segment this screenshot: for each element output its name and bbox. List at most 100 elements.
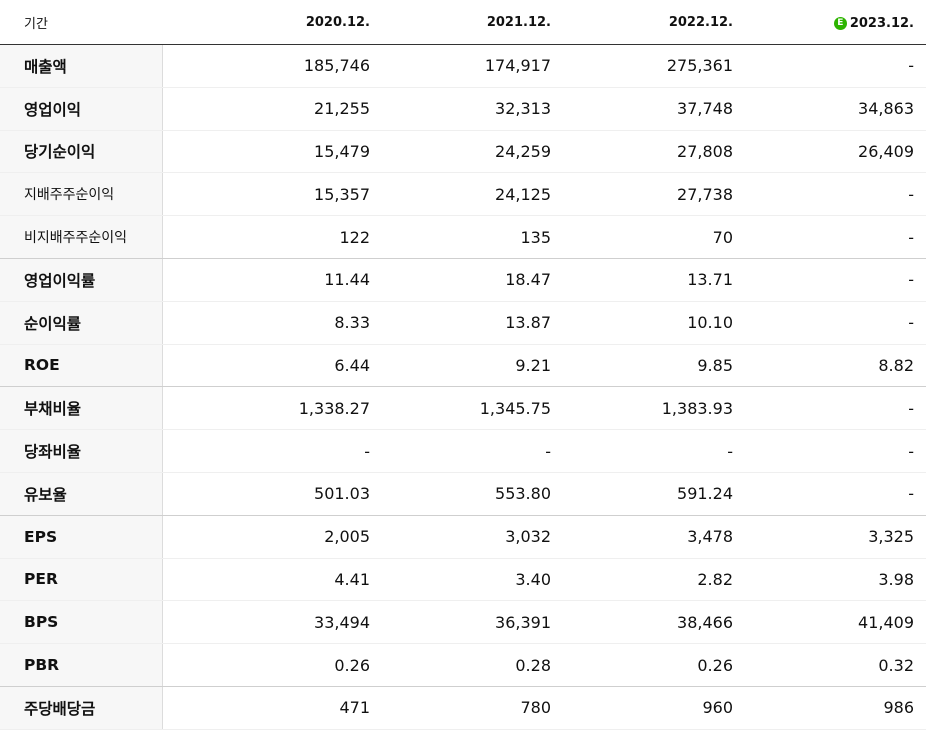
period-header-2023-label: 2023.12. [849, 15, 914, 31]
table-cell: 122 [162, 215, 382, 259]
table-row: 영업이익 21,255 32,313 37,748 34,863 [0, 87, 926, 131]
table-cell: 26,409 [745, 130, 926, 174]
period-header-2021: 2021.12. [382, 0, 563, 45]
table-cell: 10.10 [563, 301, 745, 345]
period-header-label: 기간 [0, 0, 162, 45]
table-row: 순이익률 8.33 13.87 10.10- [0, 301, 926, 345]
table-cell: 13.71 [563, 258, 745, 302]
table-cell: 553.80 [382, 472, 563, 516]
table-cell: 37,748 [563, 87, 745, 131]
period-header-2020: 2020.12. [162, 0, 382, 45]
table-row: ROE 6.44 9.21 9.85 8.82 [0, 344, 926, 388]
table-cell: 38,466 [563, 600, 745, 645]
table-cell: 3.40 [382, 558, 563, 602]
table-cell: 3,325 [745, 515, 926, 559]
table-cell: 8.33 [162, 301, 382, 345]
table-row: 당좌비율 - - - - [0, 429, 926, 473]
table-cell: 135 [382, 215, 563, 259]
estimate-icon: E [833, 16, 847, 30]
table-cell: 3.98 [745, 558, 926, 602]
table-cell: - [745, 472, 926, 516]
row-label: 당기순이익 [0, 130, 163, 174]
table-cell: 33,494 [162, 600, 382, 645]
table-cell: 34,863 [745, 87, 926, 131]
period-header-2022: 2022.12. [563, 0, 745, 45]
row-label: 매출액 [0, 44, 163, 88]
table-cell: - [563, 429, 745, 473]
table-row: 당기순이익 15,479 24,259 27,808 26,409 [0, 130, 926, 174]
table-cell: - [745, 172, 926, 217]
table-cell: 24,125 [382, 172, 563, 217]
table-cell: 591.24 [563, 472, 745, 516]
table-cell: 18.47 [382, 258, 563, 302]
table-cell: 780 [382, 686, 563, 730]
table-cell: 21,255 [162, 87, 382, 131]
table-cell: 1,338.27 [162, 386, 382, 431]
row-label: PBR [0, 643, 163, 687]
row-label: 순이익률 [0, 301, 163, 345]
table-cell: 2.82 [563, 558, 745, 602]
period-header-2023: E 2023.12. [745, 0, 926, 45]
table-cell: 3,478 [563, 515, 745, 559]
table-row: 주당배당금 471 780 960 986 [0, 686, 926, 730]
row-label: PER [0, 558, 163, 602]
table-row: 부채비율 1,338.27 1,345.75 1,383.93- [0, 386, 926, 431]
row-label: 주당배당금 [0, 686, 163, 730]
row-label: 지배주주순이익 [0, 172, 163, 217]
table-cell: 0.26 [162, 643, 382, 687]
table-cell: - [745, 215, 926, 259]
table-cell: - [745, 429, 926, 473]
table-row: 유보율 501.03 553.80 591.24- [0, 472, 926, 516]
table-cell: 9.85 [563, 344, 745, 388]
table-cell: - [745, 258, 926, 302]
table-cell: 11.44 [162, 258, 382, 302]
table-cell: 15,357 [162, 172, 382, 217]
table-cell: 9.21 [382, 344, 563, 388]
table-cell: 27,738 [563, 172, 745, 217]
table-cell: 0.32 [745, 643, 926, 687]
table-row: PER 4.41 3.40 2.82 3.98 [0, 558, 926, 602]
table-cell: 13.87 [382, 301, 563, 345]
table-cell: - [162, 429, 382, 473]
row-label: 당좌비율 [0, 429, 163, 473]
table-cell: 174,917 [382, 44, 563, 88]
table-cell: 24,259 [382, 130, 563, 174]
table-cell: 27,808 [563, 130, 745, 174]
table-cell: 986 [745, 686, 926, 730]
row-label: 영업이익률 [0, 258, 163, 302]
table-cell: 1,345.75 [382, 386, 563, 431]
table-cell: 32,313 [382, 87, 563, 131]
table-row: 지배주주순이익 15,357 24,125 27,738- [0, 172, 926, 217]
table-cell: 41,409 [745, 600, 926, 645]
table-row: 영업이익률 11.44 18.47 13.71- [0, 258, 926, 302]
table-row: 비지배주주순이익 122 135 70- [0, 215, 926, 259]
table-cell: - [382, 429, 563, 473]
table-header-row: 기간 2020.12. 2021.12. 2022.12. E 2023.12. [0, 0, 926, 45]
table-cell: 15,479 [162, 130, 382, 174]
row-label: 영업이익 [0, 87, 163, 131]
table-cell: 3,032 [382, 515, 563, 559]
table-cell: 2,005 [162, 515, 382, 559]
table-cell: 8.82 [745, 344, 926, 388]
table-cell: 185,746 [162, 44, 382, 88]
table-row: BPS 33,494 36,391 38,466 41,409 [0, 600, 926, 645]
table-row: 매출액 185,746 174,917 275,361- [0, 44, 926, 88]
table-cell: 1,383.93 [563, 386, 745, 431]
table-cell: - [745, 386, 926, 431]
estimate-period: E 2023.12. [833, 15, 914, 31]
row-label: 유보율 [0, 472, 163, 516]
table-cell: 36,391 [382, 600, 563, 645]
table-cell: 6.44 [162, 344, 382, 388]
table-cell: 0.28 [382, 643, 563, 687]
row-label: 비지배주주순이익 [0, 215, 163, 259]
table-cell: 501.03 [162, 472, 382, 516]
table-cell: 960 [563, 686, 745, 730]
row-label: EPS [0, 515, 163, 559]
table-cell: 4.41 [162, 558, 382, 602]
row-label: BPS [0, 600, 163, 645]
table-cell: - [745, 301, 926, 345]
table-cell: 0.26 [563, 643, 745, 687]
table-cell: 275,361 [563, 44, 745, 88]
row-label: ROE [0, 344, 163, 388]
